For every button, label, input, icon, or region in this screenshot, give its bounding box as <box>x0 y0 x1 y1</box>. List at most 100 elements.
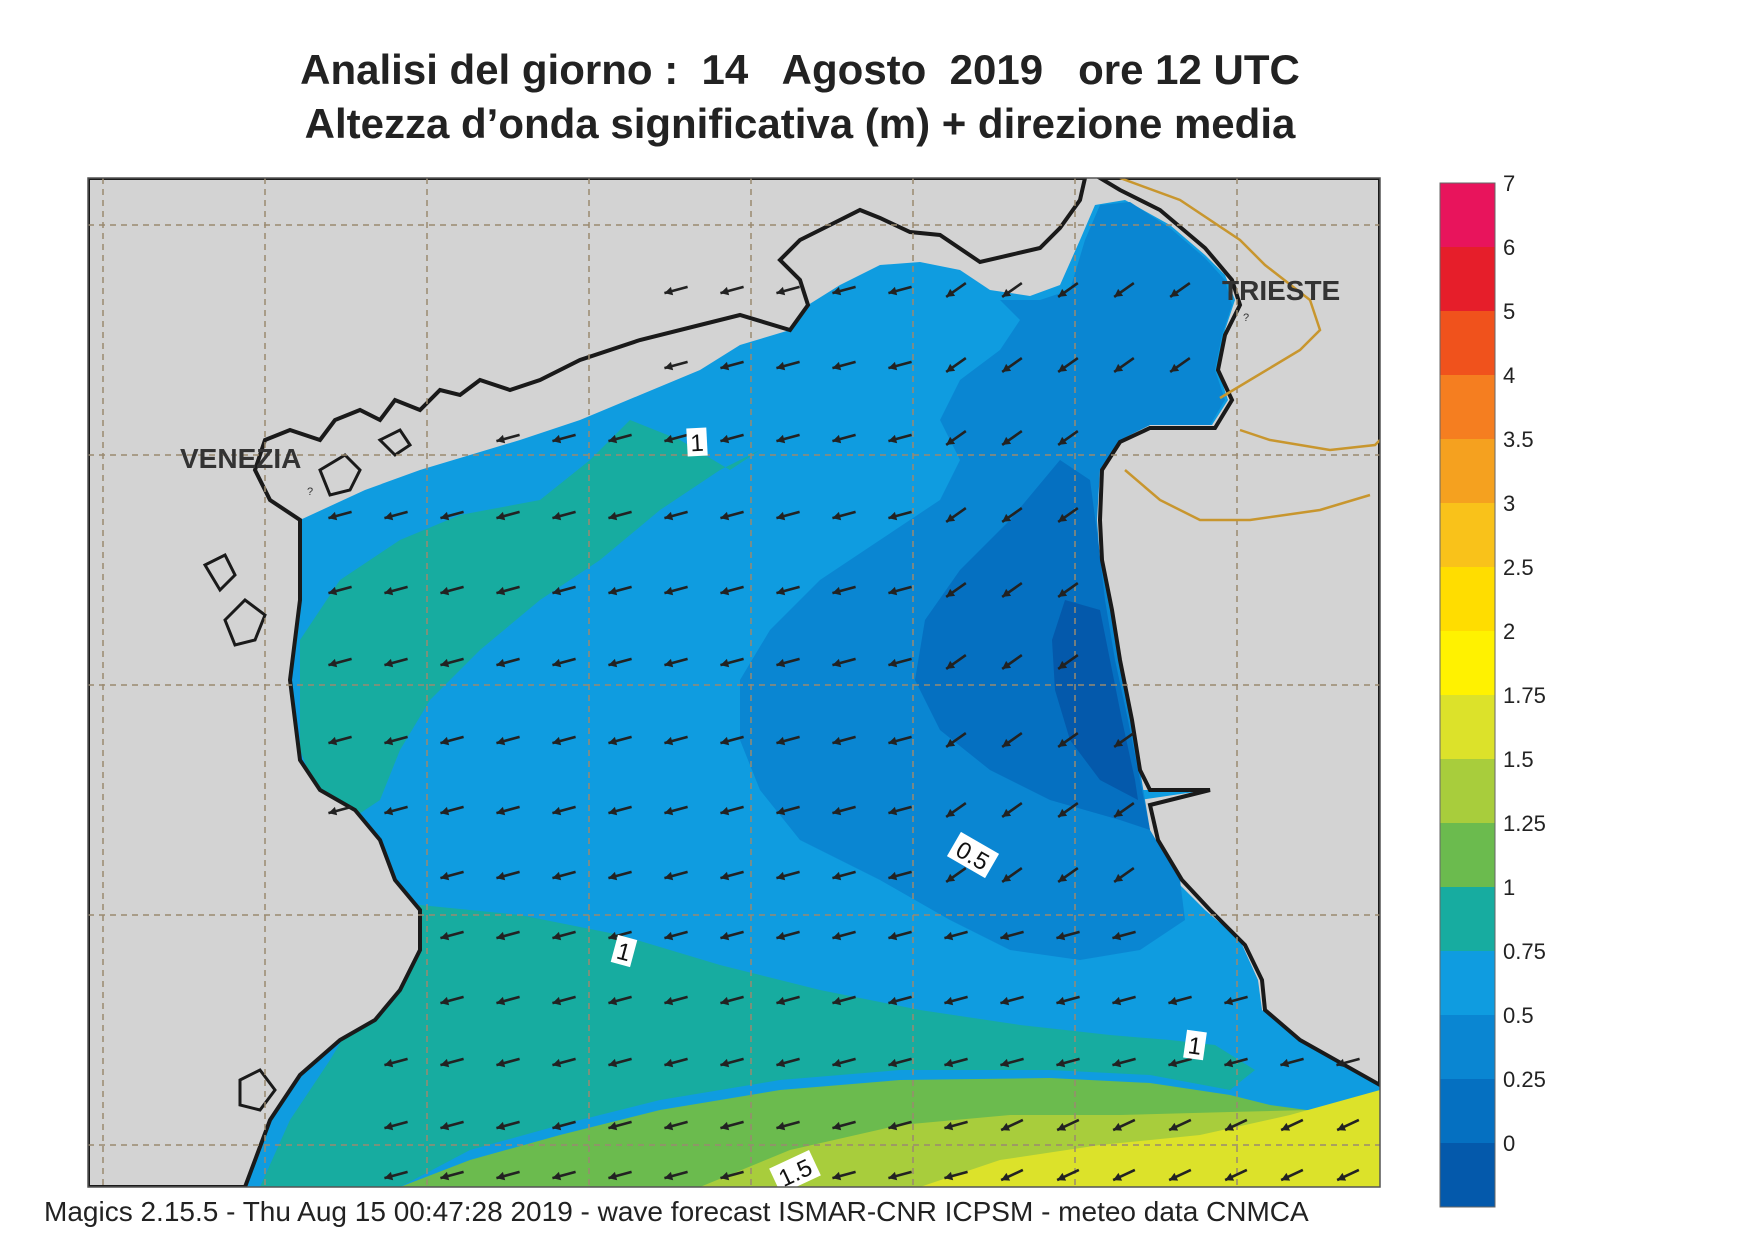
wave-arrow-head <box>946 588 956 597</box>
wave-arrow-head <box>552 871 562 881</box>
wave-arrow-head <box>832 434 842 444</box>
wave-arrow-head <box>664 931 674 941</box>
wave-height-legend: 7 6 5 4 3.5 3 2.5 2 1.75 1.5 1.25 1 0.75 0.5 0.25 0 <box>1439 171 1546 1208</box>
wave-arrow-head <box>888 736 898 746</box>
wave-arrow-head <box>552 434 562 444</box>
national-border <box>1119 178 1380 522</box>
wave-arrow-head <box>496 736 506 746</box>
wave-arrow-head <box>832 511 842 521</box>
wave-arrow-head <box>664 736 674 746</box>
wave-arrow-head <box>440 931 450 941</box>
wave-arrow-head <box>888 931 898 941</box>
legend-swatch <box>1440 631 1495 695</box>
wave-arrow-head <box>664 1058 674 1068</box>
wave-arrow-head <box>832 286 842 296</box>
wave-arrow-head <box>384 806 394 816</box>
legend-tick-label: 1.75 <box>1503 683 1546 708</box>
legend-tick-label: 2.5 <box>1503 555 1534 580</box>
legend-swatch <box>1440 759 1495 823</box>
wave-arrow-head <box>1000 931 1010 941</box>
wave-arrow-head <box>384 658 394 668</box>
wave-arrow-head <box>832 871 842 881</box>
wave-arrow-head <box>832 1171 842 1181</box>
wave-arrow-head <box>608 931 618 941</box>
wave-arrow-head <box>776 511 786 521</box>
wave-arrow-head <box>552 586 562 596</box>
wave-arrow-head <box>776 736 786 746</box>
wave-arrow-head <box>1112 1058 1122 1068</box>
map-title-line-1: Analisi del giorno : 14 Agosto 2019 ore … <box>300 46 1300 93</box>
wave-arrow-head <box>946 513 956 522</box>
wave-direction-arrows <box>328 282 1360 1182</box>
legend-swatch <box>1440 951 1495 1015</box>
wave-arrow-head <box>1169 1122 1179 1131</box>
trieste-marker: ? <box>1243 312 1249 324</box>
wave-arrow-head <box>832 361 842 371</box>
wave-arrow-head <box>720 1058 730 1068</box>
wave-arrow-head <box>832 931 842 941</box>
wave-arrow-head <box>608 996 618 1006</box>
wave-arrow-head <box>440 511 450 521</box>
wave-arrow-head <box>720 658 730 668</box>
wave-arrow-head <box>1002 660 1012 669</box>
wave-arrow-head <box>1002 873 1012 882</box>
wave-arrow-head <box>496 806 506 816</box>
wave-arrow-head <box>720 434 730 444</box>
wave-arrow-head <box>1169 1172 1179 1181</box>
wave-arrow-head <box>1225 1172 1235 1181</box>
wave-arrow-head <box>664 586 674 596</box>
legend-tick-label: 1 <box>1503 875 1515 900</box>
wave-arrow-head <box>944 1121 954 1131</box>
wave-arrow-head <box>1058 588 1068 597</box>
legend-tick-label: 3 <box>1503 491 1515 516</box>
wave-arrow-head <box>1001 1172 1011 1181</box>
wave-arrow-head <box>1281 1122 1291 1131</box>
wave-arrow-head <box>1058 808 1068 817</box>
contour-label-center-1: 1 <box>610 934 638 967</box>
wave-arrow-head <box>832 586 842 596</box>
wave-arrow-head <box>440 996 450 1006</box>
wave-arrow-head <box>1002 588 1012 597</box>
wave-arrow-head <box>552 996 562 1006</box>
wave-arrow-head <box>608 434 618 444</box>
legend-tick-label: 0.5 <box>1503 1003 1534 1028</box>
legend-swatch <box>1440 247 1495 311</box>
wave-arrow-head <box>384 586 394 596</box>
wave-arrow-head <box>1002 288 1012 297</box>
legend-swatch <box>1440 1015 1495 1079</box>
italy-landmass <box>88 178 1088 1187</box>
wave-arrow-head <box>720 361 730 371</box>
wave-arrow-head <box>720 511 730 521</box>
wave-arrow-head <box>944 1171 954 1181</box>
wave-arrow-head <box>1002 363 1012 372</box>
legend-tick-label: 5 <box>1503 299 1515 324</box>
wave-arrow-head <box>946 738 956 747</box>
wave-arrow-head <box>1002 738 1012 747</box>
wave-arrow-head <box>888 511 898 521</box>
wave-arrow-head <box>1168 996 1178 1006</box>
wave-arrow-head <box>1170 363 1180 372</box>
wave-arrow-head <box>944 931 954 941</box>
wave-arrow-head <box>328 736 338 746</box>
wave-arrow-head <box>664 286 674 296</box>
wave-arrow-head <box>1113 1122 1123 1131</box>
wave-arrow-head <box>440 1171 450 1181</box>
wave-arrow-head <box>608 658 618 668</box>
wave-arrow-head <box>946 873 956 882</box>
wave-arrow-head <box>1113 1172 1123 1181</box>
wave-arrow-head <box>946 363 956 372</box>
wave-arrow-head <box>552 658 562 668</box>
legend-tick-label: 3.5 <box>1503 427 1534 452</box>
legend-swatch <box>1440 503 1495 567</box>
lagoon-islands <box>202 428 413 1112</box>
wave-arrow-head <box>496 1121 506 1131</box>
wave-arrow-head <box>664 361 674 371</box>
wave-arrow-head <box>776 806 786 816</box>
wave-arrow-head <box>1224 996 1234 1006</box>
wave-arrow-head <box>888 1058 898 1068</box>
wave-arrow-head <box>888 586 898 596</box>
wave-arrow-head <box>832 1058 842 1068</box>
contour-label-east-1: 1 <box>1183 1029 1207 1061</box>
venezia-label: VENEZIA <box>180 443 301 474</box>
